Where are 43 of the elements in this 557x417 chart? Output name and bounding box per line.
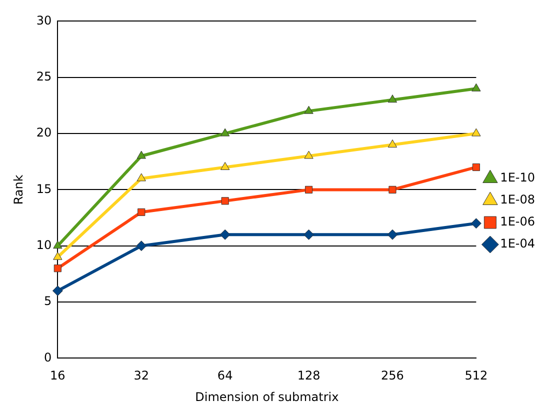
y-tick-label: 20 — [36, 126, 52, 140]
point — [388, 186, 396, 194]
y-axis-title: Rank — [11, 174, 26, 205]
point — [304, 229, 314, 240]
point — [220, 229, 230, 240]
legend-label: 1E-06 — [500, 214, 536, 229]
point — [138, 208, 146, 216]
point — [53, 252, 62, 260]
point — [221, 197, 229, 205]
y-tick-label: 5 — [44, 294, 52, 308]
point — [304, 106, 314, 114]
point — [54, 264, 62, 272]
y-tick-label: 0 — [44, 350, 52, 364]
point — [472, 163, 480, 172]
point — [388, 94, 398, 103]
x-tick-label: 256 — [381, 368, 404, 383]
y-tick-label: 30 — [36, 13, 52, 28]
point — [53, 240, 62, 249]
point — [304, 186, 313, 194]
point — [220, 128, 230, 136]
legend-label: 1E-04 — [500, 236, 536, 251]
x-tick-label: 64 — [217, 368, 233, 383]
point — [220, 162, 230, 170]
y-tick-label: 10 — [36, 238, 52, 252]
x-tick-label: 16 — [50, 368, 66, 383]
point — [472, 83, 481, 92]
x-tick-label: 32 — [134, 368, 150, 383]
point — [136, 240, 147, 252]
point — [472, 128, 481, 136]
point — [52, 286, 63, 296]
point — [470, 218, 482, 229]
y-tick-label: 25 — [36, 69, 52, 84]
point — [136, 173, 146, 182]
x-tick-label: 128 — [297, 368, 320, 383]
y-tick-label: 15 — [36, 182, 52, 196]
point — [136, 150, 146, 159]
point — [304, 150, 314, 159]
point — [388, 140, 398, 148]
x-axis-title: Dimension of submatrix — [195, 390, 339, 404]
legend-label: 1E-08 — [500, 192, 536, 207]
point — [387, 229, 398, 240]
legend-label: 1E-10 — [500, 170, 536, 185]
x-tick-label: 512 — [464, 368, 488, 383]
